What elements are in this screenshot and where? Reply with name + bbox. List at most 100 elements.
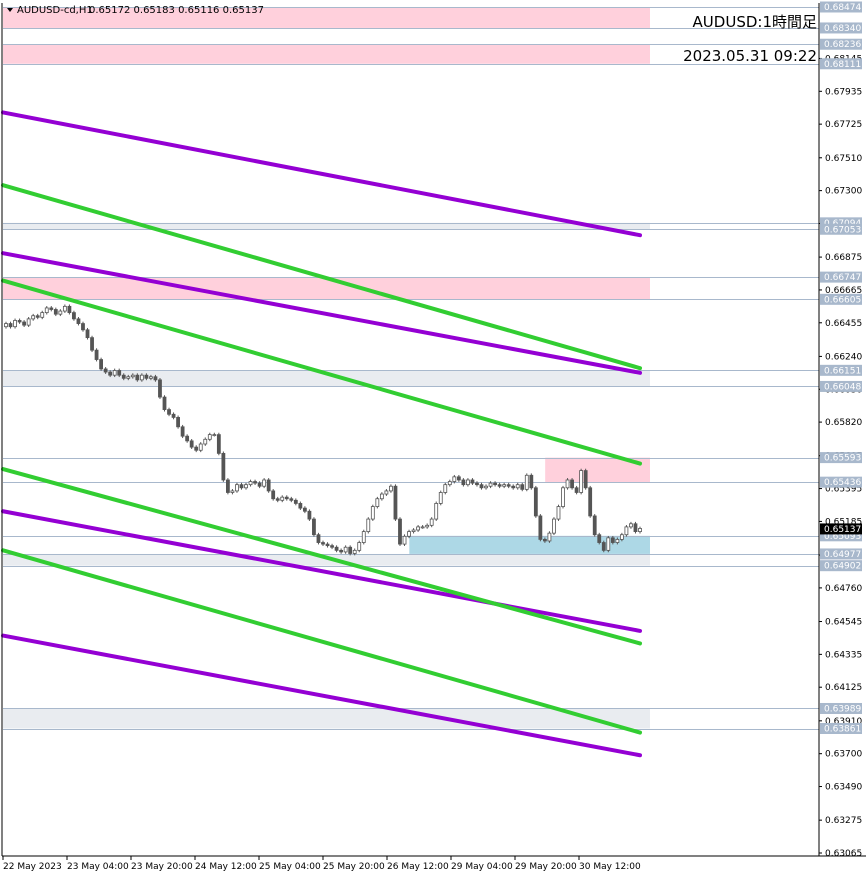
candle-body — [547, 532, 552, 542]
candle-body — [126, 376, 131, 379]
candle-body — [13, 320, 17, 328]
candle-body — [515, 484, 520, 489]
candle-body — [330, 545, 334, 548]
candle-body — [538, 515, 543, 540]
candle-body — [511, 485, 516, 489]
candle-body — [302, 507, 307, 512]
y-tick-layer: 0.681450.679350.677250.675100.673000.670… — [819, 54, 862, 859]
trend-line-layer — [1, 110, 642, 758]
candle-body — [239, 484, 244, 489]
candle-body — [556, 506, 561, 520]
price-zone — [3, 708, 650, 729]
candle-body — [389, 485, 393, 492]
candle-body — [452, 476, 457, 482]
candle-body — [520, 484, 525, 490]
candle-body — [22, 321, 27, 326]
candle-layer — [4, 304, 642, 556]
candle-body — [244, 484, 248, 489]
candle-body — [216, 434, 221, 454]
candle-body — [502, 484, 507, 487]
candle-body — [529, 474, 534, 489]
x-tick-label: 22 May 2023 — [3, 862, 62, 872]
candle-body — [257, 482, 262, 487]
triangle-down-icon[interactable] — [7, 8, 13, 12]
candle-body — [62, 305, 67, 312]
x-tick-label: 30 May 12:00 — [579, 862, 641, 872]
candle-body — [624, 526, 629, 536]
candle-body — [407, 531, 411, 537]
candle-body — [262, 479, 267, 487]
candle-body — [8, 323, 13, 328]
y-tick-label: 0.65820 — [825, 418, 862, 428]
level-label-box — [820, 223, 862, 235]
price-zone — [3, 553, 650, 566]
trend-line — [1, 110, 642, 238]
candle-body — [352, 549, 357, 554]
trend-line — [1, 251, 642, 375]
y-tick-label: 0.63700 — [825, 750, 862, 760]
y-tick-label: 0.63275 — [825, 816, 862, 826]
candle-body — [4, 323, 8, 328]
level-label-box — [820, 452, 862, 464]
candle-body — [398, 518, 402, 545]
y-tick-label: 0.63490 — [825, 783, 862, 793]
candle-body — [438, 492, 443, 504]
candle-body — [466, 479, 470, 486]
level-label: 0.66048 — [824, 382, 861, 392]
candle-body — [280, 496, 285, 501]
candle-body — [348, 546, 353, 554]
candle-body — [185, 435, 190, 442]
candle-body — [506, 484, 511, 487]
level-label-box — [820, 217, 862, 229]
y-tick-label: 0.67510 — [825, 154, 862, 164]
candle-body — [416, 526, 421, 531]
y-tick-label: 0.66455 — [825, 319, 862, 329]
level-label: 0.66747 — [824, 273, 861, 283]
x-tick-label: 29 May 04:00 — [451, 862, 513, 872]
candle-body — [393, 485, 398, 520]
candle-body — [325, 543, 330, 547]
level-label-box — [820, 1, 862, 13]
level-label: 0.68340 — [824, 24, 861, 34]
candle-body — [384, 490, 389, 495]
level-label: 0.64977 — [824, 550, 861, 560]
x-tick-label: 24 May 12:00 — [195, 862, 257, 872]
level-label-box — [820, 476, 862, 488]
y-tick-label: 0.67935 — [825, 87, 862, 97]
candle-body — [117, 370, 122, 376]
candle-body — [17, 320, 22, 323]
candle-body — [606, 537, 611, 551]
y-tick-label: 0.63065 — [825, 849, 862, 859]
level-label: 0.64902 — [824, 562, 861, 572]
candle-body — [180, 426, 185, 437]
candle-body — [289, 498, 294, 501]
candle-body — [370, 506, 375, 520]
level-label-box — [820, 364, 862, 376]
candle-body — [533, 487, 538, 517]
y-tick-label: 0.65395 — [825, 485, 862, 495]
candle-body — [58, 310, 63, 315]
candle-body — [484, 485, 488, 489]
candle-body — [357, 542, 362, 551]
y-tick-label: 0.67300 — [825, 187, 862, 197]
candle-body — [26, 318, 31, 326]
candle-body — [167, 409, 171, 415]
candle-body — [189, 440, 194, 448]
candle-body — [334, 546, 339, 551]
level-label-box — [820, 293, 862, 305]
candle-body — [94, 349, 99, 360]
candle-body — [162, 396, 167, 410]
candle-body — [565, 479, 570, 489]
candle-body — [570, 479, 574, 489]
candle-body — [81, 323, 85, 331]
level-label-box — [820, 723, 862, 735]
candle-body — [139, 374, 144, 381]
x-tick-label: 23 May 20:00 — [131, 862, 193, 872]
x-tick-label: 26 May 12:00 — [387, 862, 449, 872]
level-label: 0.63861 — [824, 725, 861, 735]
candle-body — [574, 487, 579, 493]
candle-body — [144, 374, 149, 379]
price-zone — [3, 7, 650, 28]
candle-body — [524, 474, 529, 490]
